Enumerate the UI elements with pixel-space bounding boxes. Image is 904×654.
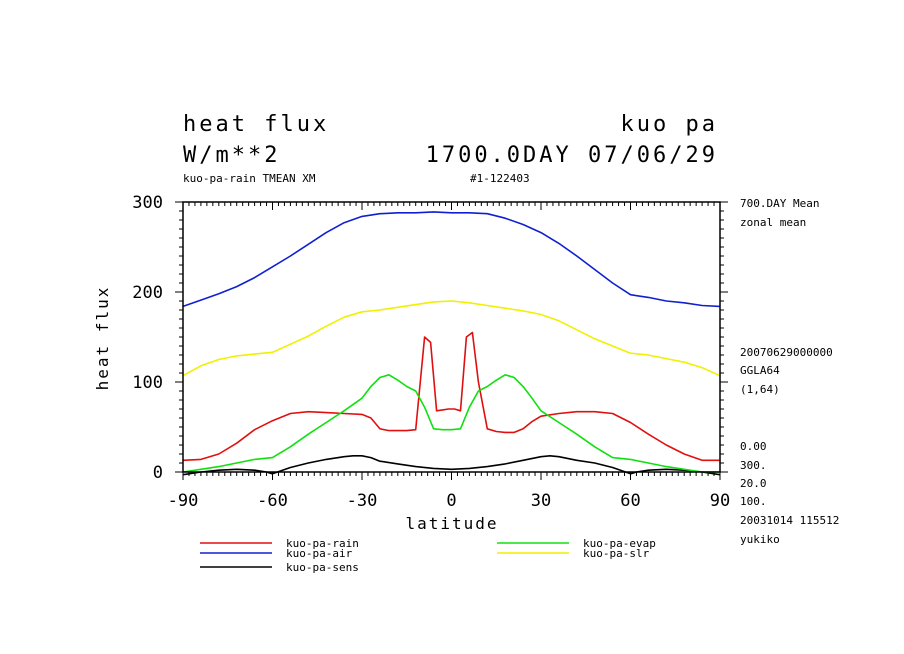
x-tick-label: -30: [347, 491, 378, 511]
x-tick-label: 30: [531, 491, 551, 511]
legend-label-kuo-pa-slr: kuo-pa-slr: [583, 547, 650, 560]
x-tick-label: -90: [168, 491, 199, 511]
title-date: 1700.0DAY 07/06/29: [426, 143, 718, 168]
info-value-3: 20.0: [740, 477, 767, 490]
info-user: yukiko: [740, 533, 780, 546]
legend-label-kuo-pa-sens: kuo-pa-sens: [286, 561, 359, 574]
subtitle-variable: kuo-pa-rain TMEAN XM: [183, 172, 316, 185]
info-stamp: 20070629000000: [740, 346, 833, 359]
x-tick-label: -60: [257, 491, 288, 511]
info-index: (1,64): [740, 383, 780, 396]
y-axis-label: heat flux: [93, 286, 112, 391]
y-tick-label: 100: [132, 373, 163, 393]
x-tick-label: 0: [446, 491, 456, 511]
x-tick-label: 60: [620, 491, 640, 511]
info-value-1: 0.00: [740, 440, 767, 453]
info-zonal: zonal mean: [740, 216, 806, 229]
x-axis-label: latitude: [405, 514, 498, 533]
series-line-kuo-pa-sens: [182, 454, 721, 476]
series-line-kuo-pa-evap: [182, 373, 720, 473]
y-tick-label: 200: [132, 283, 163, 303]
info-mean: 700.DAY Mean: [740, 197, 819, 210]
title-heat-flux: heat flux: [183, 112, 329, 137]
info-timestamp: 20031014 115512: [740, 514, 839, 527]
legend-label-kuo-pa-evap: kuo-pa-evap: [583, 537, 656, 550]
series-line-kuo-pa-slr: [182, 300, 721, 377]
subtitle-run-id: #1-122403: [470, 172, 530, 185]
title-model: kuo pa: [621, 112, 718, 137]
info-model: GGLA64: [740, 364, 780, 377]
series-line-kuo-pa-rain: [182, 331, 720, 462]
y-tick-label: 0: [153, 463, 163, 483]
legend-label-kuo-pa-air: kuo-pa-air: [286, 547, 353, 560]
axis-tick-labels: -90 -60 -30 0 30 60 90 0 100 200 300: [132, 193, 730, 511]
info-value-4: 100.: [740, 495, 767, 508]
series-line-kuo-pa-air: [182, 211, 721, 308]
x-tick-label: 90: [710, 491, 730, 511]
y-tick-label: 300: [132, 193, 163, 213]
series-lines: [182, 211, 721, 476]
plot-frame: [182, 201, 721, 473]
axis-ticks: [175, 201, 728, 480]
legend-label-kuo-pa-rain: kuo-pa-rain: [286, 537, 359, 550]
info-value-2: 300.: [740, 459, 767, 472]
title-units: W/m**2: [183, 143, 280, 168]
